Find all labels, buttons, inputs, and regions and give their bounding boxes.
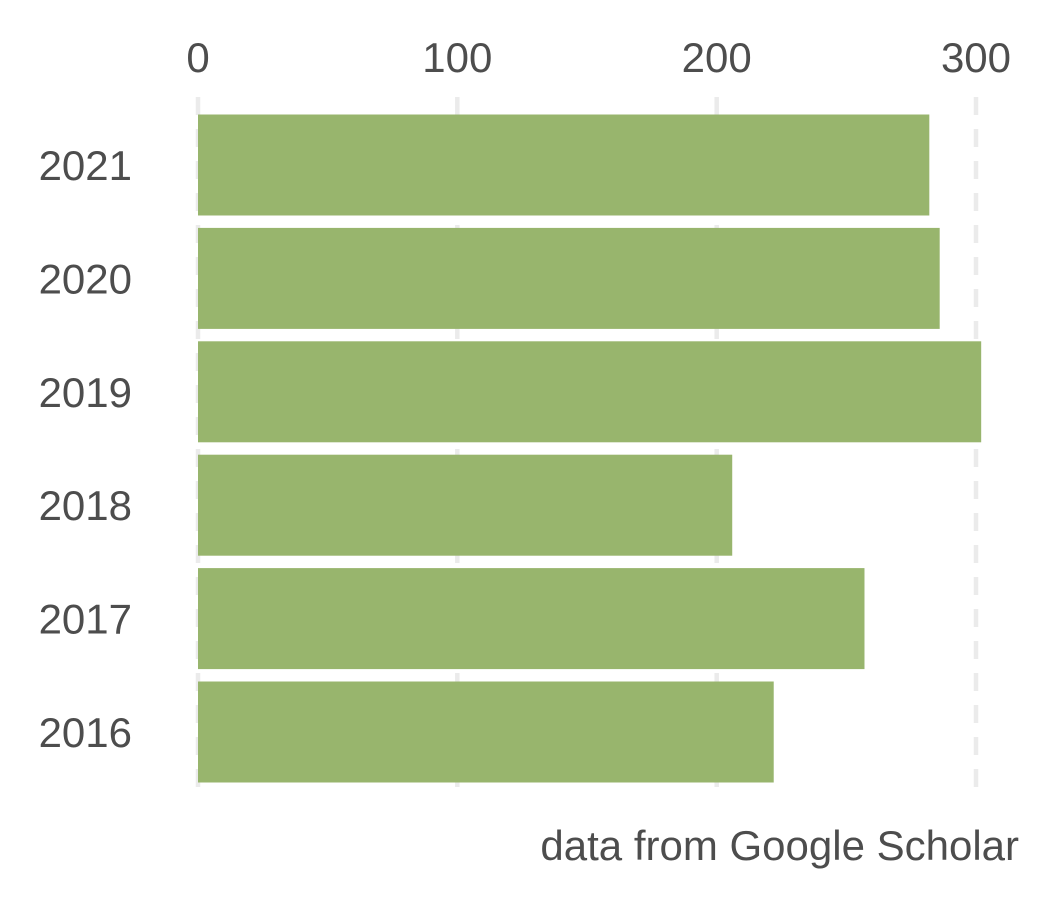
y-tick-label-2016: 2016: [39, 709, 132, 756]
bar-2020: [198, 227, 940, 329]
bar-2017: [198, 568, 865, 670]
x-tick-label-300: 300: [941, 34, 1011, 81]
bars: [198, 114, 982, 783]
x-tick-label-100: 100: [422, 34, 492, 81]
y-tick-label-2019: 2019: [39, 369, 132, 416]
x-axis-tick-labels: 0 100 200 300: [186, 34, 1011, 81]
y-tick-label-2018: 2018: [39, 482, 132, 529]
bar-2019: [198, 341, 982, 443]
bar-2018: [198, 454, 733, 556]
y-axis-tick-labels: 2021 2020 2019 2018 2017 2016: [39, 142, 132, 756]
y-tick-label-2021: 2021: [39, 142, 132, 189]
y-tick-label-2017: 2017: [39, 596, 132, 643]
bar-2021: [198, 114, 930, 216]
y-tick-label-2020: 2020: [39, 255, 132, 302]
x-tick-label-200: 200: [682, 34, 752, 81]
x-tick-label-0: 0: [186, 34, 209, 81]
chart-caption: data from Google Scholar: [540, 822, 1019, 869]
bar-2016: [198, 681, 774, 783]
